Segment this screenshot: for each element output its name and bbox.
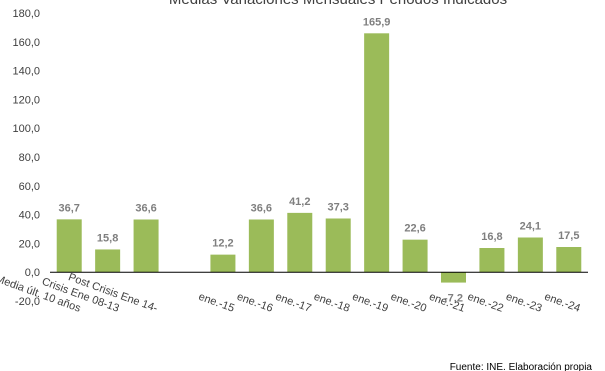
bar xyxy=(95,249,121,273)
y-tick-label: 20,0 xyxy=(19,238,40,250)
data-label: 41,2 xyxy=(289,196,310,208)
y-tick-label: 120,0 xyxy=(12,94,40,106)
bar xyxy=(556,247,582,273)
data-label: 17,5 xyxy=(558,230,579,242)
x-tick-label: ene.-22 xyxy=(466,291,505,315)
x-tick-label: ene.-20 xyxy=(389,291,428,315)
x-tick-label: ene.-24 xyxy=(543,291,582,315)
y-tick-label: 140,0 xyxy=(12,66,40,78)
x-tick-label: ene.-17 xyxy=(274,291,313,315)
data-label: 12,2 xyxy=(212,238,233,250)
bar xyxy=(517,237,543,273)
y-tick-label: 0,0 xyxy=(25,267,40,279)
data-label: 37,3 xyxy=(328,201,349,213)
x-tick-label: ene.-15 xyxy=(197,291,236,315)
bar xyxy=(56,219,82,273)
y-tick-label: 60,0 xyxy=(19,181,40,193)
data-label: 36,6 xyxy=(135,202,156,214)
data-labels: 36,7 15,8 36,6 12,2 36,6 41,2 37,3 165,9 22,6 -7,… xyxy=(59,16,580,304)
data-label: 15,8 xyxy=(97,232,118,244)
x-tick-label: ene.-19 xyxy=(351,291,390,315)
y-tick-label: 40,0 xyxy=(19,210,40,222)
bars xyxy=(56,33,582,283)
data-label: 165,9 xyxy=(363,16,391,28)
data-label: 22,6 xyxy=(404,223,425,235)
bar xyxy=(248,219,274,273)
y-axis-ticks: -20,0 0,0 20,0 40,0 60,0 80,0 100,0 120,0 140,0 1… xyxy=(12,8,40,308)
y-tick-label: 80,0 xyxy=(19,152,40,164)
bar xyxy=(133,219,159,273)
chart-title: Medias Variaciones Mensuales Periodos In… xyxy=(169,0,507,8)
bar xyxy=(210,254,236,273)
data-label: 24,1 xyxy=(520,220,541,232)
data-label: 36,6 xyxy=(251,202,272,214)
x-tick-label: ene.-16 xyxy=(235,291,274,315)
data-label: -7,2 xyxy=(444,293,463,305)
y-tick-label: 160,0 xyxy=(12,37,40,49)
data-label: 36,7 xyxy=(59,202,80,214)
source-note: Fuente: INE. Elaboración propia xyxy=(450,362,593,371)
bar xyxy=(325,218,351,273)
bar xyxy=(402,239,428,273)
x-tick-label: ene.-18 xyxy=(312,291,351,315)
x-tick-label: ene.-23 xyxy=(504,291,543,315)
bar xyxy=(479,248,505,273)
bar xyxy=(364,33,390,273)
data-label: 16,8 xyxy=(481,231,502,243)
y-tick-label: 180,0 xyxy=(12,8,40,20)
y-tick-label: 100,0 xyxy=(12,123,40,135)
y-tick-label: -20,0 xyxy=(15,296,40,308)
bar xyxy=(441,272,466,283)
bar xyxy=(287,212,313,273)
